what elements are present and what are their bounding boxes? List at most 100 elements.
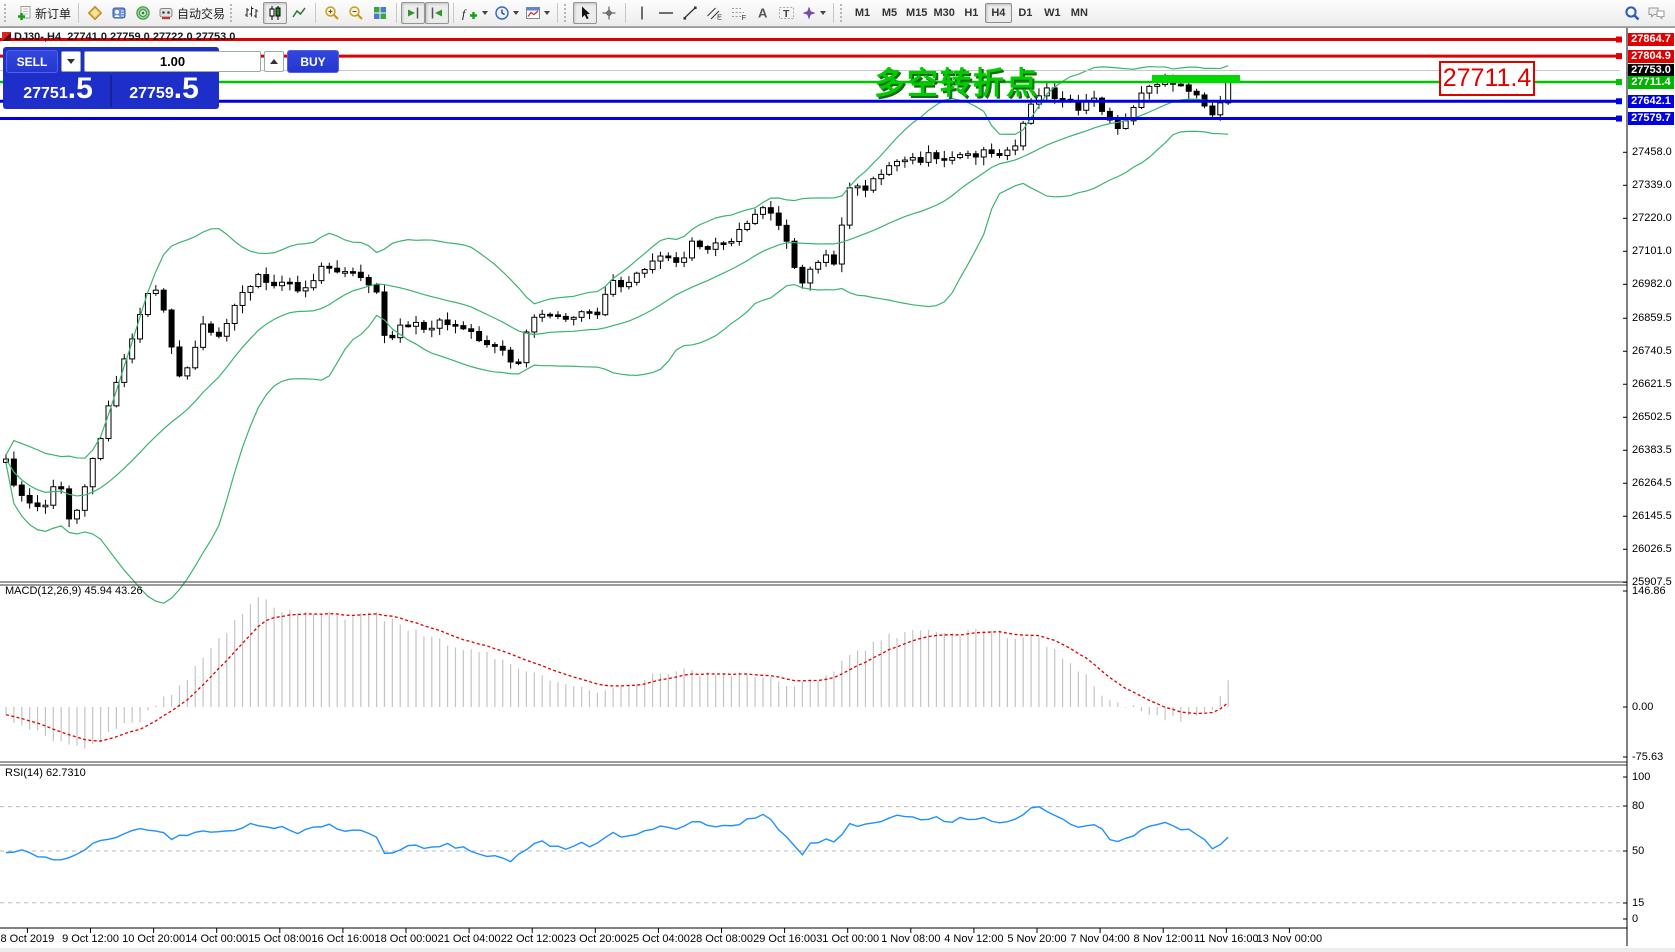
- time-axis-label: 25 Oct 04:00: [626, 933, 690, 945]
- price-axis-label: 26145.5: [1632, 509, 1672, 522]
- price-tag: 27642.1: [1628, 94, 1674, 108]
- vertical-line-icon: [635, 5, 649, 21]
- periods-button[interactable]: [491, 2, 522, 24]
- chart-shift-icon: [429, 5, 445, 21]
- price-axis-label: 26982.0: [1632, 277, 1672, 290]
- timeframe-tab-W1[interactable]: W1: [1044, 7, 1061, 19]
- timeframe-tab-H4[interactable]: H4: [984, 3, 1012, 23]
- price-axis-label: 26383.5: [1632, 443, 1672, 456]
- time-axis-label: 13 Nov 00:00: [1256, 933, 1323, 945]
- text-button[interactable]: A: [750, 2, 774, 24]
- profiles-button[interactable]: [83, 2, 107, 24]
- bar-chart-button[interactable]: [239, 2, 263, 24]
- buy-price[interactable]: 27759.5: [129, 72, 199, 105]
- templates-button[interactable]: [522, 2, 553, 24]
- volume-increase-button[interactable]: [264, 51, 284, 72]
- chat-button[interactable]: [1644, 2, 1669, 24]
- svg-text:E: E: [717, 13, 722, 22]
- chat-icon: [1647, 5, 1666, 21]
- svg-text:T: T: [783, 8, 790, 20]
- timeframe-tab-D1[interactable]: D1: [1018, 7, 1033, 19]
- macd-axis-label: 0.00: [1632, 700, 1654, 713]
- rsi-axis-label: 0: [1632, 912, 1639, 925]
- signals-button[interactable]: [131, 2, 155, 24]
- line-chart-button[interactable]: [287, 2, 311, 24]
- svg-text:F: F: [741, 13, 746, 21]
- indicators-icon: f: [461, 5, 479, 21]
- new-order-label: 新订单: [35, 6, 72, 21]
- time-axis-label: 10 Oct 20:00: [122, 933, 186, 945]
- zoom-out-button[interactable]: [344, 2, 368, 24]
- volume-input[interactable]: [84, 51, 261, 72]
- price-axis-label: 26502.5: [1632, 410, 1672, 423]
- macd-label: MACD(12,26,9) 45.94 43.26: [5, 585, 143, 597]
- price-tag: 27753.0: [1628, 63, 1674, 77]
- time-axis-label: 7 Nov 04:00: [1070, 933, 1130, 945]
- time-axis-label: 4 Nov 12:00: [944, 933, 1004, 945]
- arrows-button[interactable]: [798, 2, 829, 24]
- turning-point-annotation[interactable]: 多空转折点: [874, 66, 1039, 101]
- price-axis-label: 26621.5: [1632, 377, 1672, 390]
- volume-decrease-button[interactable]: [61, 51, 81, 72]
- macd-axis-label: -75.63: [1632, 750, 1664, 763]
- timeframe-tab-M15[interactable]: M15: [906, 7, 928, 19]
- auto-trading-button[interactable]: 自动交易: [155, 2, 228, 24]
- rsi-axis-label: 50: [1632, 844, 1645, 857]
- price-callout-box[interactable]: 27711.4: [1439, 61, 1535, 96]
- time-axis-label: 9 Oct 12:00: [62, 933, 119, 945]
- fibonacci-icon: F: [730, 5, 747, 21]
- new-order-button[interactable]: 新订单: [13, 2, 74, 24]
- price-tag: 27579.7: [1628, 112, 1674, 126]
- price-axis-label: 27339.0: [1632, 178, 1672, 191]
- chart-shift-button[interactable]: [425, 2, 450, 24]
- template-icon: [525, 5, 541, 21]
- text-label-button[interactable]: T: [774, 2, 798, 24]
- timeframe-tab-MN[interactable]: MN: [1070, 7, 1088, 19]
- time-axis-label: 21 Oct 04:00: [437, 933, 501, 945]
- cursor-button[interactable]: [573, 2, 598, 24]
- auto-trading-icon: [158, 5, 174, 21]
- time-axis-label: 28 Oct 08:00: [690, 933, 753, 945]
- crosshair-button[interactable]: [597, 2, 621, 24]
- rsi-axis-label: 15: [1632, 896, 1645, 909]
- time-axis-label: 15 Oct 08:00: [248, 933, 312, 945]
- time-axis-label: 29 Oct 16:00: [753, 933, 817, 945]
- zoom-in-button[interactable]: [320, 2, 344, 24]
- sell-button[interactable]: SELL: [6, 50, 58, 73]
- timeframe-tab-M1[interactable]: M1: [854, 7, 871, 19]
- timeframe-tab-M5[interactable]: M5: [881, 7, 898, 19]
- tile-windows-button[interactable]: [368, 2, 392, 24]
- fibonacci-button[interactable]: F: [726, 2, 750, 24]
- indicators-button[interactable]: f: [458, 2, 491, 24]
- cursor-icon: [577, 5, 593, 21]
- text-icon: A: [755, 5, 769, 21]
- price-tag: 27864.7: [1628, 33, 1674, 47]
- market-watch-button[interactable]: [107, 2, 131, 24]
- trendline-button[interactable]: [678, 2, 702, 24]
- price-axis-label: 26026.5: [1632, 542, 1672, 555]
- time-axis-label: 8 Oct 2019: [0, 933, 55, 945]
- search-button[interactable]: [1620, 2, 1644, 24]
- timeframe-tab-M30[interactable]: M30: [933, 7, 955, 19]
- vertical-line-button[interactable]: [630, 2, 654, 24]
- horizontal-line-button[interactable]: [654, 2, 678, 24]
- up-arrow-icon: [270, 59, 278, 64]
- svg-text:f: f: [462, 7, 467, 21]
- chart-window-icon: [2, 32, 11, 41]
- timeframe-tab-H1[interactable]: H1: [964, 7, 979, 19]
- sell-price[interactable]: 27751.5: [23, 72, 93, 105]
- price-axis-label: 27101.0: [1632, 244, 1672, 257]
- candlestick-chart-button[interactable]: [263, 2, 288, 24]
- rsi-axis-label: 100: [1632, 770, 1651, 783]
- auto-scroll-icon: [405, 5, 421, 21]
- auto-trading-label: 自动交易: [177, 6, 226, 21]
- auto-scroll-button[interactable]: [401, 2, 426, 24]
- buy-button[interactable]: BUY: [287, 50, 339, 73]
- time-axis-label: 5 Nov 20:00: [1007, 933, 1067, 945]
- time-axis-label: 31 Oct 00:00: [816, 933, 880, 945]
- profiles-icon: [87, 5, 103, 21]
- timeframe-toolbar: M1 M5 M15 M30 H1 H4 D1 W1 MN: [849, 3, 1093, 23]
- zoom-out-icon: [348, 5, 364, 21]
- channel-button[interactable]: E: [702, 2, 726, 24]
